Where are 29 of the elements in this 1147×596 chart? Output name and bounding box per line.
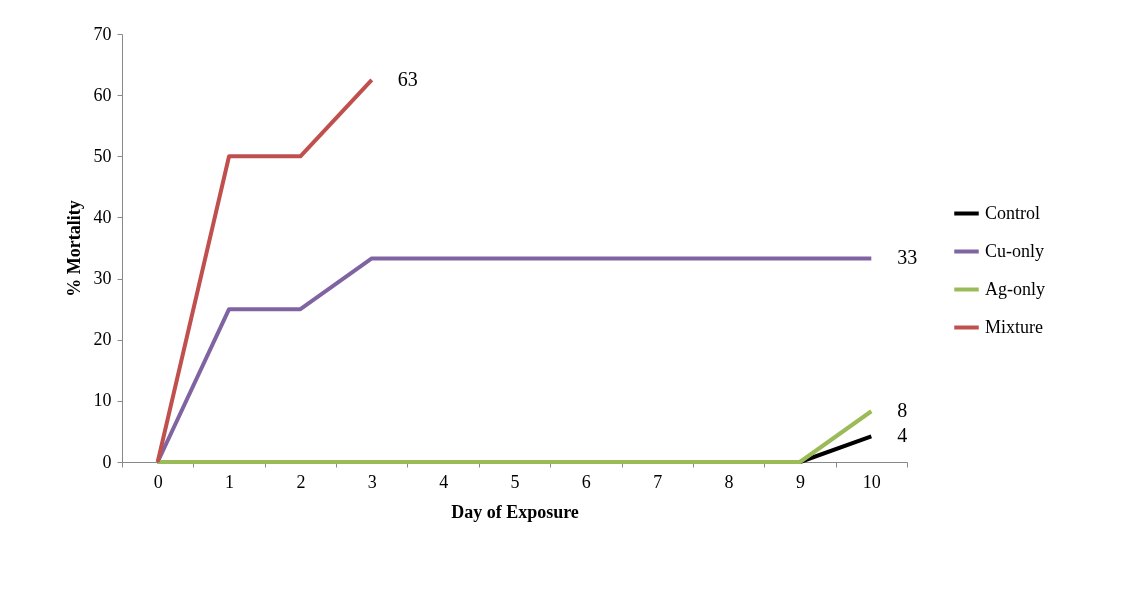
x-axis-title: Day of Exposure (451, 501, 579, 522)
legend-label: Mixture (985, 316, 1043, 337)
y-tick-label: 40 (93, 206, 112, 227)
x-tick-label: 3 (367, 471, 377, 492)
y-tick-label: 10 (93, 390, 112, 411)
x-tick-label: 4 (439, 471, 449, 492)
x-tick-label: 9 (795, 471, 805, 492)
y-tick-label: 20 (93, 329, 112, 350)
x-tick-label: 0 (153, 471, 163, 492)
y-tick-label: 70 (93, 23, 112, 44)
x-tick-label: 7 (653, 471, 663, 492)
x-tick-label: 6 (581, 471, 591, 492)
y-axis-title: % Mortality (63, 200, 84, 297)
data-label: 63 (397, 67, 418, 90)
legend-label: Ag-only (985, 278, 1045, 299)
x-tick-label: 2 (296, 471, 306, 492)
x-tick-label: 10 (862, 471, 881, 492)
legend-label: Control (985, 202, 1041, 223)
y-tick-label: 50 (93, 145, 112, 166)
x-tick-label: 1 (225, 471, 235, 492)
x-tick-label: 5 (510, 471, 520, 492)
y-tick-label: 0 (102, 451, 112, 472)
y-tick-label: 30 (93, 268, 112, 289)
y-tick-label: 60 (93, 84, 112, 105)
data-label: 33 (897, 246, 918, 269)
data-label: 4 (897, 424, 908, 447)
data-label: 8 (897, 399, 908, 422)
legend-label: Cu-only (985, 240, 1045, 261)
x-tick-label: 8 (724, 471, 734, 492)
